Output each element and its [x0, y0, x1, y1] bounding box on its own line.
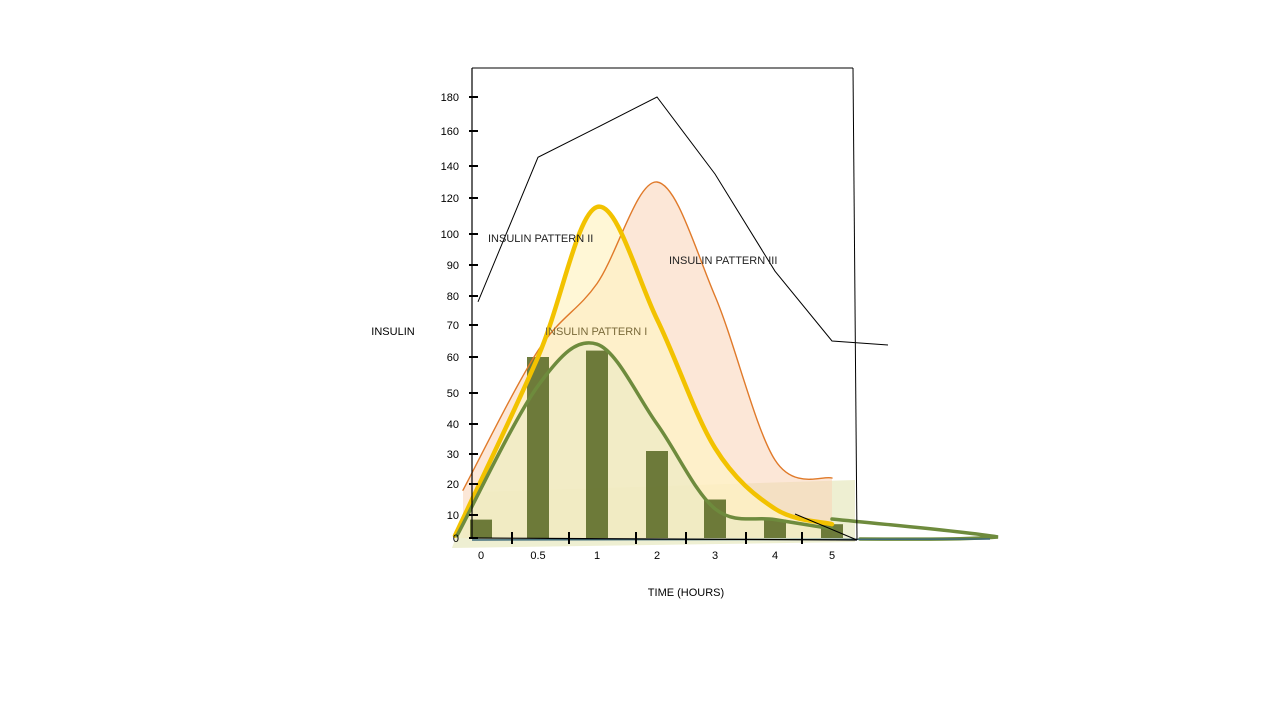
y-tick-label-14: 180: [441, 92, 459, 104]
y-tick-label-5: 50: [447, 388, 459, 400]
series-line-2: [462, 181, 833, 491]
y-tick-label-3: 30: [447, 449, 459, 461]
y-axis-label: INSULIN: [371, 326, 414, 338]
x-tick-label-6: 5: [829, 550, 835, 562]
x-tick-label-5: 4: [772, 550, 778, 562]
bar-1: [527, 357, 549, 538]
pattern-label-2: INSULIN PATTERN II: [488, 233, 593, 245]
chart-labels: 0 10 20 30 40 50 60 70 80 90 100 120 140 160 180 0 0.5 1 2…: [371, 92, 835, 599]
x-tick-label-4: 3: [712, 550, 718, 562]
axes: [469, 67, 858, 544]
x-axis: [471, 537, 858, 541]
area-fills: [452, 181, 855, 548]
y-tick-label-6: 60: [447, 352, 459, 364]
bar-0: [470, 519, 492, 538]
y-tick-label-9: 90: [447, 260, 459, 272]
y-tick-label-11: 120: [441, 193, 459, 205]
pattern-i-area: [457, 342, 832, 538]
y-tick-label-0: 0: [453, 533, 459, 545]
series-line-1: [452, 204, 835, 538]
bar-5: [764, 519, 786, 538]
x-axis-label: TIME (HOURS): [648, 587, 724, 599]
y-tick-label-12: 140: [441, 161, 459, 173]
y-tick-label-7: 70: [447, 320, 459, 332]
x-tick-label-3: 2: [654, 550, 660, 562]
bar-4: [704, 499, 726, 538]
y-tick-label-4: 40: [447, 419, 459, 431]
y-tick-label-1: 10: [447, 510, 459, 522]
pattern-label-1: INSULIN PATTERN I: [545, 326, 647, 338]
x-tick-label-1: 0.5: [530, 550, 545, 562]
series-line-0: [455, 341, 834, 538]
y-tick-label-8: 80: [447, 291, 459, 303]
y-tick-label-13: 160: [441, 126, 459, 138]
x-tick-label-0: 0: [478, 550, 484, 562]
bar-2: [586, 350, 608, 538]
y-tick-label-2: 20: [447, 479, 459, 491]
bar-3: [646, 451, 668, 538]
y-tick-label-10: 100: [441, 229, 459, 241]
depth-line: [794, 513, 858, 541]
right-border: [852, 67, 858, 541]
pattern-label-3: INSULIN PATTERN III: [669, 255, 777, 267]
bar-series: [470, 350, 843, 538]
x-tick-label-2: 1: [594, 550, 600, 562]
series-line-3: [477, 96, 889, 346]
line-series: [452, 96, 999, 541]
